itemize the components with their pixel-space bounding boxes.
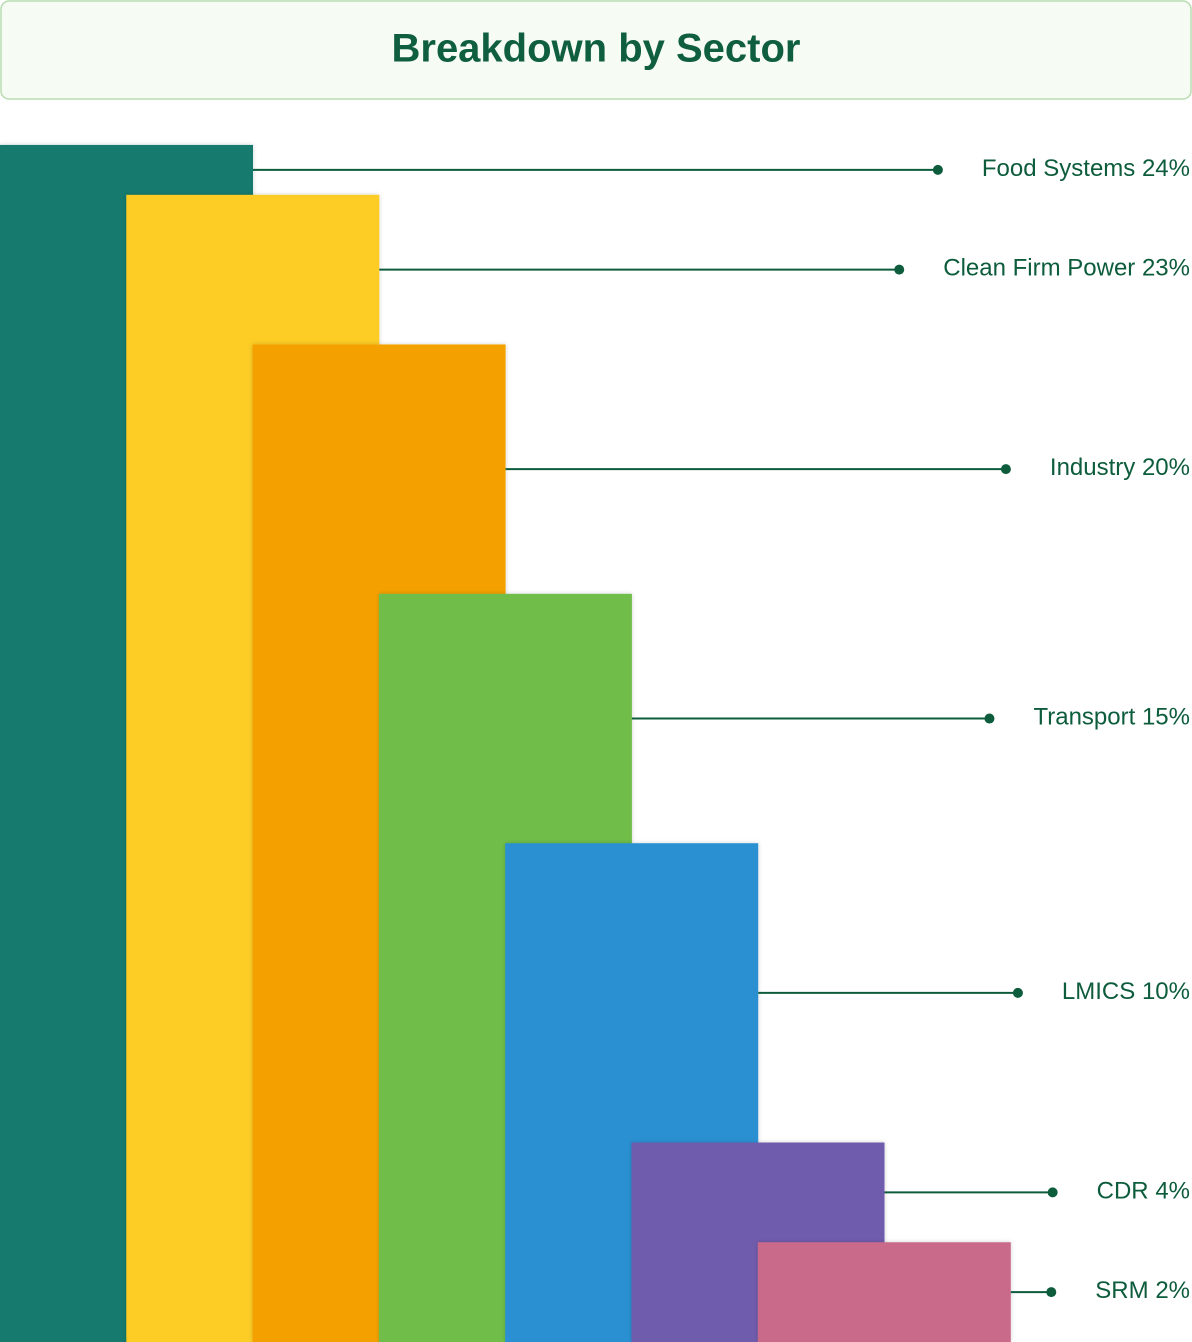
- bar-label: Food Systems 24%: [982, 155, 1190, 182]
- bar-label: Transport 15%: [1033, 704, 1190, 731]
- bar-label: SRM 2%: [1095, 1277, 1190, 1304]
- leader-dot: [1047, 1187, 1058, 1198]
- category-label: LMICS: [1062, 978, 1135, 1005]
- leader-dot: [932, 164, 943, 175]
- value-label: 2%: [1155, 1277, 1190, 1304]
- value-label: 4%: [1155, 1178, 1190, 1205]
- value-label: 24%: [1142, 155, 1190, 182]
- category-label: Clean Firm Power: [943, 255, 1135, 282]
- value-label: 10%: [1142, 978, 1190, 1005]
- bar-label: LMICS 10%: [1062, 978, 1190, 1005]
- leader-dot: [1012, 987, 1023, 998]
- bar: [757, 1242, 1011, 1342]
- leader-dot: [894, 264, 905, 275]
- bar-label: Clean Firm Power 23%: [943, 255, 1190, 282]
- value-label: 20%: [1142, 454, 1190, 481]
- bars: [0, 144, 1011, 1342]
- category-label: Food Systems: [982, 155, 1135, 182]
- labels: Food Systems 24% Clean Firm Power 23% Indu…: [253, 155, 1190, 1304]
- leader-dot: [1000, 464, 1011, 475]
- category-label: Transport: [1033, 704, 1135, 731]
- category-label: SRM: [1095, 1277, 1148, 1304]
- value-label: 23%: [1142, 255, 1190, 282]
- title-box: [0, 0, 1192, 100]
- chart-title: Breakdown by Sector: [391, 27, 800, 71]
- category-label: Industry: [1050, 454, 1135, 481]
- leader-dot: [1046, 1287, 1057, 1298]
- leader-dot: [984, 713, 995, 724]
- category-label: CDR: [1097, 1178, 1149, 1205]
- bar-label: Industry 20%: [1050, 454, 1190, 481]
- value-label: 15%: [1142, 704, 1190, 731]
- bar-label: CDR 4%: [1097, 1178, 1190, 1205]
